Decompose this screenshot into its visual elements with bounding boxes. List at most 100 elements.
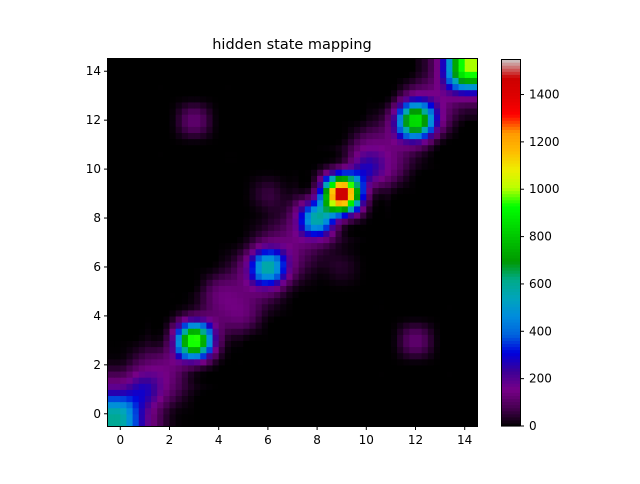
colorbar-segment xyxy=(501,291,520,296)
heatmap-cell xyxy=(360,71,367,78)
heatmap-cell xyxy=(243,260,251,268)
heatmap-cell xyxy=(206,401,214,409)
heatmap-cell xyxy=(452,162,460,170)
heatmap-cell xyxy=(187,364,195,372)
heatmap-cell xyxy=(280,144,287,152)
heatmap-cell xyxy=(446,364,453,372)
heatmap-cell xyxy=(317,114,324,121)
heatmap-cell xyxy=(433,358,441,366)
heatmap-cell xyxy=(384,199,392,207)
heatmap-cell xyxy=(206,370,214,378)
heatmap-cell xyxy=(157,364,164,372)
heatmap-cell xyxy=(298,242,306,250)
heatmap-cell xyxy=(347,162,355,170)
heatmap-cell xyxy=(212,377,220,384)
heatmap-cell xyxy=(470,285,478,293)
heatmap-cell xyxy=(452,71,460,78)
heatmap-cell xyxy=(194,322,201,329)
heatmap-cell xyxy=(440,132,447,140)
heatmap-cell xyxy=(114,71,121,78)
heatmap-cell xyxy=(390,401,398,409)
heatmap-cell xyxy=(255,260,263,268)
heatmap-cell xyxy=(126,297,134,305)
heatmap-cell xyxy=(175,132,183,140)
heatmap-cell xyxy=(378,132,386,140)
heatmap-cell xyxy=(433,242,441,250)
heatmap-cell xyxy=(120,181,128,189)
heatmap-cell xyxy=(304,291,312,299)
heatmap-cell xyxy=(427,395,435,403)
heatmap-cell xyxy=(194,218,201,225)
heatmap-cell xyxy=(433,352,441,360)
heatmap-cell xyxy=(267,71,275,78)
heatmap-cell xyxy=(415,150,423,158)
heatmap-cell xyxy=(409,65,417,72)
heatmap-cell xyxy=(446,340,453,348)
heatmap-cell xyxy=(274,114,281,121)
heatmap-cell xyxy=(298,114,306,121)
heatmap-cell xyxy=(132,346,140,354)
heatmap-cell xyxy=(397,334,404,341)
heatmap-cell xyxy=(354,309,361,317)
heatmap-cell xyxy=(403,187,410,195)
heatmap-cell xyxy=(317,328,324,335)
heatmap-cell xyxy=(292,407,300,415)
colorbar-segment xyxy=(501,114,520,118)
heatmap-cell xyxy=(138,205,146,213)
heatmap-cell xyxy=(231,169,238,176)
heatmap-cell xyxy=(212,199,220,207)
heatmap-cell xyxy=(347,144,355,152)
heatmap-cell xyxy=(126,150,134,158)
heatmap-cell xyxy=(292,193,300,201)
heatmap-cell xyxy=(249,101,257,109)
heatmap-cell xyxy=(224,120,232,127)
heatmap-cell xyxy=(243,114,251,121)
heatmap-cell xyxy=(157,315,164,323)
colorbar-segment xyxy=(501,331,520,335)
heatmap-cell xyxy=(231,248,238,256)
heatmap-cell xyxy=(181,285,189,293)
heatmap-cell xyxy=(151,291,158,299)
heatmap-cell xyxy=(323,224,330,231)
heatmap-cell xyxy=(108,291,115,299)
heatmap-cell xyxy=(224,309,232,317)
heatmap-cell xyxy=(433,107,441,115)
heatmap-cell xyxy=(132,126,140,133)
heatmap-cell xyxy=(335,395,343,403)
heatmap-cell xyxy=(249,309,257,317)
heatmap-cell xyxy=(366,224,374,231)
heatmap-cell xyxy=(280,383,287,390)
heatmap-cell xyxy=(138,413,146,421)
heatmap-cell xyxy=(440,169,447,176)
heatmap-cell xyxy=(231,364,238,372)
heatmap-cell xyxy=(360,89,367,97)
heatmap-cell xyxy=(458,205,466,213)
heatmap-cell xyxy=(433,181,441,189)
heatmap-cell xyxy=(433,169,441,176)
heatmap-cell xyxy=(433,230,441,237)
heatmap-cell xyxy=(464,315,472,323)
heatmap-cell xyxy=(200,340,207,348)
heatmap-cell xyxy=(440,383,447,390)
heatmap-cell xyxy=(384,65,392,72)
heatmap-cell xyxy=(286,407,294,415)
heatmap-cell xyxy=(286,370,294,378)
heatmap-cell xyxy=(243,303,251,311)
heatmap-cell xyxy=(194,126,201,133)
heatmap-cell xyxy=(255,65,263,72)
heatmap-cell xyxy=(372,95,380,103)
heatmap-cell xyxy=(157,309,164,317)
colorbar-segment xyxy=(501,389,520,393)
heatmap-cell xyxy=(212,260,220,268)
heatmap-cell xyxy=(138,273,146,280)
heatmap-cell xyxy=(157,132,164,140)
heatmap-cell xyxy=(243,340,251,348)
heatmap-cell xyxy=(372,77,380,85)
heatmap-cell xyxy=(280,101,287,109)
heatmap-cell xyxy=(360,254,367,262)
heatmap-cell xyxy=(304,315,312,323)
heatmap-cell xyxy=(470,401,478,409)
colorbar-segment xyxy=(501,120,520,124)
heatmap-cell xyxy=(292,77,300,85)
heatmap-cell xyxy=(114,181,121,189)
